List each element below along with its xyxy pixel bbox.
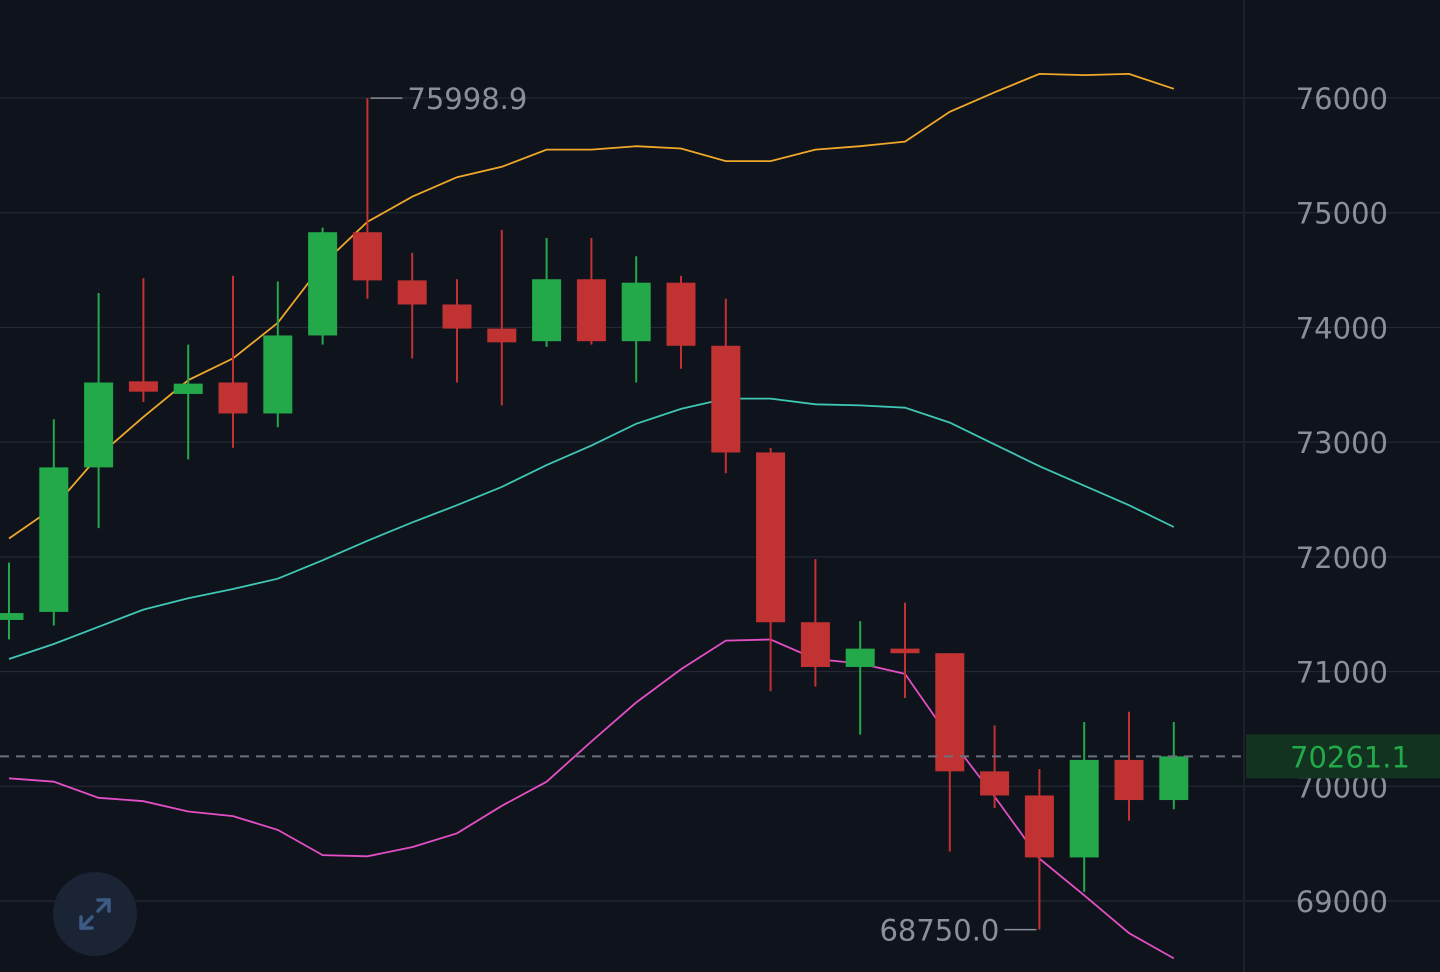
expand-arrows-icon [79,898,111,930]
candle-body [980,771,1010,796]
y-tick-label: 76000 [1296,82,1388,116]
candle [935,653,965,852]
candle-body [845,648,875,667]
current-price-tag: 70261.1 [1246,734,1440,779]
candle-body [128,381,158,392]
candle-body [0,613,24,620]
candle [1159,722,1189,810]
y-tick-label: 69000 [1296,885,1388,919]
candle [576,237,606,345]
y-tick-label: 73000 [1296,426,1388,460]
candle [128,278,158,402]
candle-body [890,648,920,654]
candle [756,447,786,692]
candle [173,344,203,460]
candle [980,725,1010,809]
candle-body [397,280,427,305]
current-price-label: 70261.1 [1290,740,1410,774]
candle-body [935,653,965,772]
candle [487,229,517,406]
candle [711,298,741,474]
candle-body [308,232,338,336]
extreme-labels: 75998.9 68750.0 [370,82,1037,948]
middle-band-line [8,397,1175,660]
candle-body [621,282,651,342]
candle [532,237,562,347]
candle-body [666,282,696,346]
grid-lines [0,97,1440,902]
current-price-tag-background [1246,734,1440,779]
candle-body [1114,759,1144,801]
candle-body [1159,756,1189,801]
candle-body [84,382,114,468]
candle [845,621,875,735]
y-tick-label: 72000 [1296,541,1388,575]
y-tick-label: 75000 [1296,197,1388,231]
candle-body [756,452,786,623]
candle-body [173,383,203,394]
lower-band-line [8,638,1175,960]
candle [666,275,696,369]
candles [0,98,1189,930]
candle-body [39,467,69,612]
expand-chart-button[interactable] [53,872,137,956]
candle [890,602,920,698]
upper-band-line [8,72,1175,540]
candle-body [1024,795,1054,858]
bollinger-bands [8,72,1175,960]
candle-body [218,382,248,414]
candle [1114,711,1144,821]
candle [39,419,69,626]
candle [84,293,114,529]
candle [0,562,24,640]
candle-body [800,622,830,667]
candle-body [352,232,382,281]
candle-body [532,279,562,342]
candle-body [1069,759,1099,858]
candle [1024,769,1054,930]
y-tick-label: 74000 [1296,311,1388,345]
candle-body [263,335,293,414]
candle-body [487,328,517,343]
candle [621,256,651,383]
candle [397,252,427,359]
candle-body [576,279,606,342]
candle [263,281,293,428]
low-price-label: 68750.0 [879,914,999,948]
high-price-label: 75998.9 [407,82,527,116]
candle [218,275,248,448]
candle-body [442,304,472,329]
candle [1069,722,1099,892]
candle-body [711,345,741,453]
y-tick-label: 71000 [1296,656,1388,690]
candle [442,279,472,383]
candle [352,98,382,299]
candle [308,227,338,345]
candle [800,559,830,687]
